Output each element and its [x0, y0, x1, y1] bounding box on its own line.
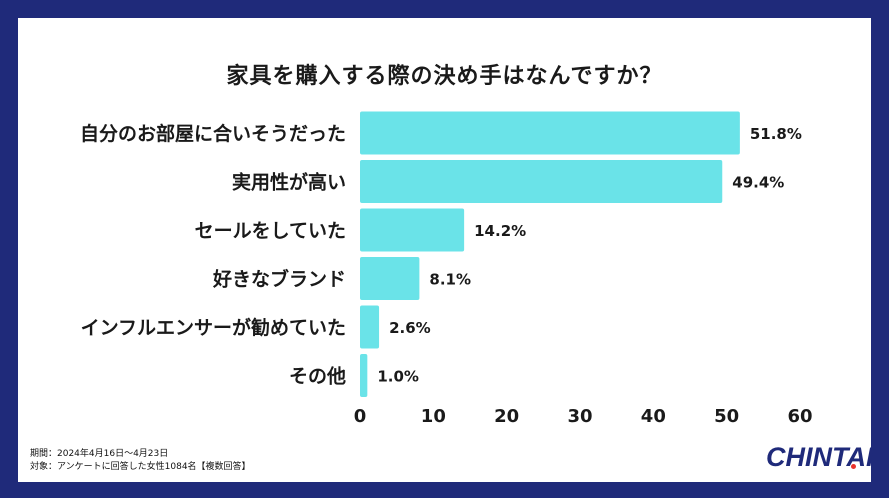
survey-period: 期間：2024年4月16日〜4月23日 — [30, 449, 169, 459]
x-tick-label: 60 — [787, 406, 812, 427]
survey-footer: 期間：2024年4月16日〜4月23日 対象：アンケートに回答した女性1084名… — [30, 448, 251, 474]
x-tick-label: 10 — [421, 406, 446, 427]
category-label: インフルエンサーが勧めていた — [81, 316, 346, 339]
x-tick-label: 40 — [641, 406, 666, 427]
survey-target: 対象：アンケートに回答した女性1084名【複数回答】 — [30, 462, 251, 472]
bar-3 — [360, 257, 420, 300]
bar-1 — [360, 160, 723, 203]
value-label: 14.2% — [474, 222, 526, 240]
bar-2 — [360, 208, 465, 252]
x-tick-label: 50 — [714, 406, 739, 427]
value-label: 2.6% — [389, 319, 431, 337]
bar-4 — [360, 305, 380, 349]
category-label: セールをしていた — [195, 220, 346, 242]
category-label: その他 — [289, 365, 346, 388]
bar-chart: 自分のお部屋に合いそうだった 51.8% 実用性が高い 49.4% セールをしていた 14… — [80, 111, 813, 427]
value-label: 8.1% — [429, 271, 471, 289]
logo-dot-icon — [851, 464, 856, 469]
x-tick-label: 20 — [494, 406, 519, 427]
value-label: 51.8% — [750, 125, 802, 143]
bar-0 — [360, 111, 740, 155]
bar-5 — [360, 354, 368, 397]
chart-panel: 家具を購入する際の決め手はなんですか？ 自分のお部屋に合いそうだった 51.8% 実… — [18, 18, 874, 482]
category-label: 実用性が高い — [232, 171, 346, 194]
value-label: 1.0% — [377, 368, 419, 386]
category-label: 好きなブランド — [212, 268, 346, 291]
x-tick-label: 0 — [354, 406, 367, 427]
chart-title: 家具を購入する際の決め手はなんですか？ — [226, 64, 663, 89]
value-label: 49.4% — [732, 174, 784, 192]
chintai-logo: CHINTAI — [766, 442, 874, 472]
category-label: 自分のお部屋に合いそうだった — [80, 122, 346, 145]
x-tick-label: 30 — [567, 406, 592, 427]
